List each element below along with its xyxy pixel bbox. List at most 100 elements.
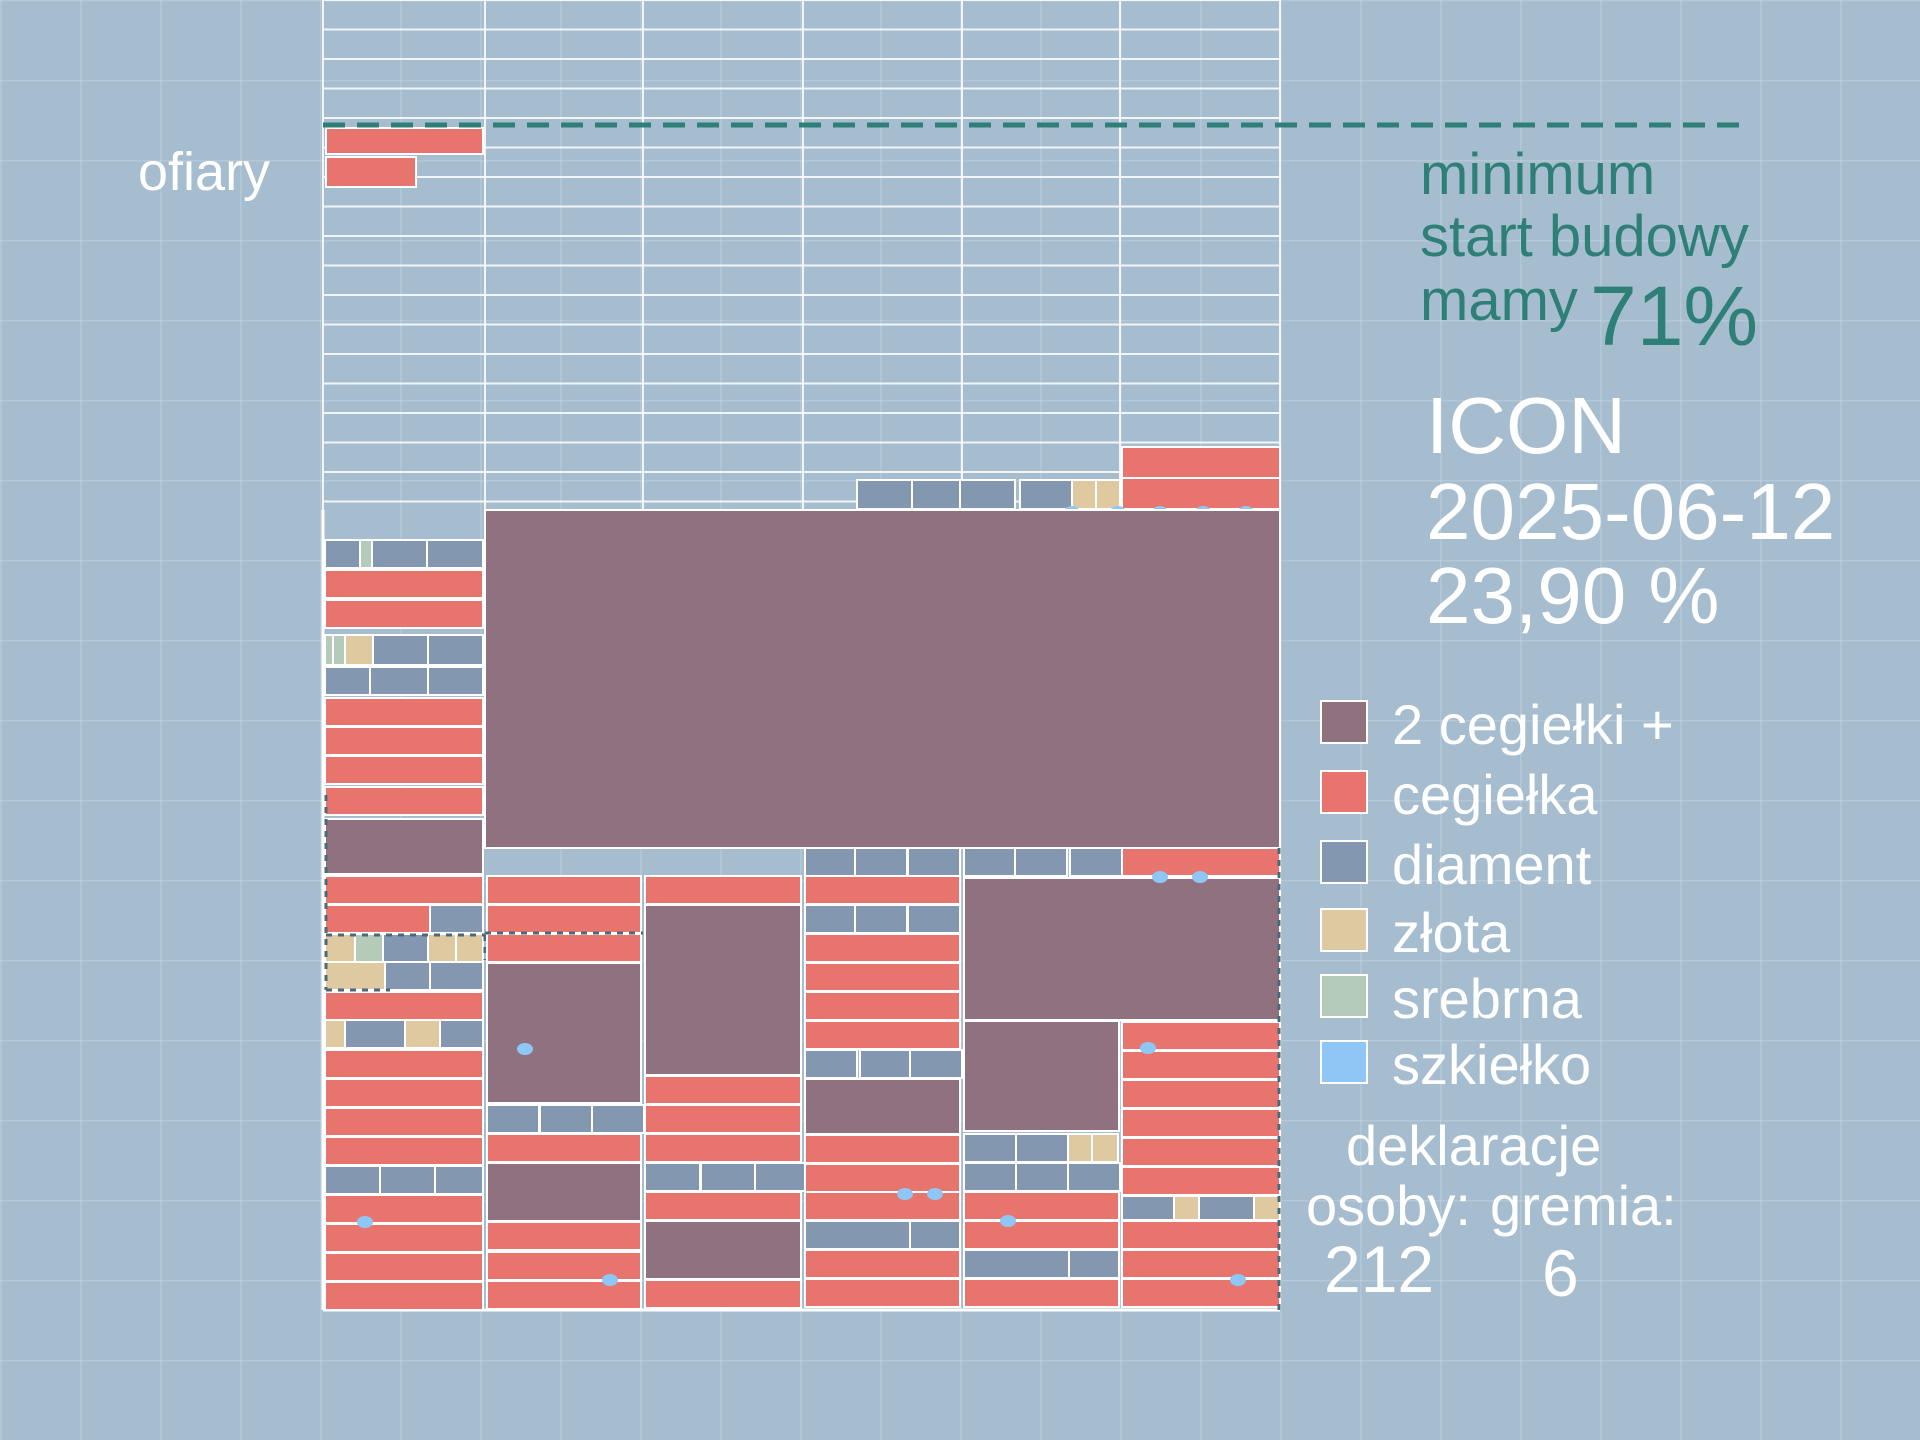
brick-gold xyxy=(344,634,374,666)
legend-item-szkielko: szkiełko xyxy=(1320,1033,1740,1100)
brick-plum xyxy=(324,818,484,875)
brick-gold xyxy=(324,1019,346,1049)
brick-blue xyxy=(959,479,1016,510)
legend-swatch xyxy=(1320,770,1368,814)
brick-blue xyxy=(1121,1195,1175,1221)
glass-marker xyxy=(602,1274,618,1286)
brick-red xyxy=(644,875,802,905)
brick-plum xyxy=(644,1220,802,1280)
brick-red xyxy=(644,1279,802,1309)
project-name: ICON xyxy=(1426,381,1626,470)
brick-red xyxy=(324,904,431,934)
brick-plum xyxy=(963,1020,1120,1132)
brick-silver xyxy=(332,634,346,666)
brick-blue xyxy=(372,634,429,666)
brick-blue xyxy=(907,904,961,934)
brick-blue xyxy=(754,1162,811,1192)
brick-blue xyxy=(344,1019,406,1049)
glass-marker xyxy=(517,1043,533,1055)
brick-gold xyxy=(1253,1195,1281,1221)
brick-gold xyxy=(1095,479,1121,510)
brick-red xyxy=(324,1194,484,1224)
brick-red xyxy=(644,1133,802,1163)
groups-label: gremia: xyxy=(1490,1174,1677,1237)
brick-blue xyxy=(859,1049,913,1079)
brick-blue xyxy=(1019,479,1076,510)
brick-red xyxy=(804,1134,961,1164)
brick-blue xyxy=(854,904,908,934)
brick-gold xyxy=(455,933,484,963)
brick-blue xyxy=(1068,1249,1120,1279)
legend-swatch xyxy=(1320,974,1368,1018)
brick-red xyxy=(644,1191,802,1221)
brick-blue xyxy=(539,1104,593,1134)
legend-item-cegielka: cegiełka xyxy=(1320,763,1740,830)
brick-red xyxy=(1121,1278,1281,1308)
brick-blue xyxy=(324,666,371,696)
brick-blue xyxy=(804,847,858,877)
brick-gold xyxy=(324,933,356,963)
brick-red xyxy=(324,991,484,1021)
brick-blue xyxy=(324,539,361,569)
brick-blue xyxy=(963,1249,1070,1279)
brick-blue xyxy=(856,479,913,510)
brick-red xyxy=(325,156,417,188)
brick-red xyxy=(486,875,642,905)
start-budowy-label: start budowy xyxy=(1420,204,1749,269)
brick-blue xyxy=(426,539,484,569)
brick-red xyxy=(1121,1137,1281,1167)
brick-blue xyxy=(963,1162,1017,1192)
brick-blue xyxy=(854,847,908,877)
brick-red xyxy=(644,1104,802,1134)
legend-swatch xyxy=(1320,1040,1368,1084)
declarations-title: deklaracje xyxy=(1346,1114,1602,1177)
brick-gold xyxy=(1071,479,1097,510)
brick-blue xyxy=(1067,1162,1121,1192)
brick-blue xyxy=(804,1220,911,1250)
brick-red xyxy=(804,1020,961,1050)
progress-percent: 23,90 % xyxy=(1426,551,1720,640)
legend-label: cegiełka xyxy=(1392,763,1598,826)
brick-gold xyxy=(1091,1133,1119,1163)
glass-marker xyxy=(1152,871,1168,883)
brick-silver xyxy=(354,933,384,963)
persons-label: osoby: xyxy=(1306,1174,1471,1237)
brick-blue xyxy=(591,1104,645,1134)
mamy-label: mamy xyxy=(1420,268,1578,333)
brick-red xyxy=(324,1107,484,1137)
legend-item-srebrna: srebrna xyxy=(1320,967,1740,1034)
brick-blue xyxy=(434,1165,484,1195)
brick-blue xyxy=(379,1165,436,1195)
brick-red xyxy=(1121,1108,1281,1138)
glass-marker xyxy=(897,1188,913,1200)
legend-swatch xyxy=(1320,840,1368,884)
brick-red xyxy=(324,726,484,756)
minimum-label: minimum xyxy=(1420,142,1656,207)
glass-marker xyxy=(1140,1042,1156,1054)
brick-red xyxy=(1121,1220,1281,1250)
brick-gold xyxy=(1173,1195,1200,1221)
brick-red xyxy=(963,1220,1120,1250)
legend-item-diament: diament xyxy=(1320,833,1740,900)
brick-red xyxy=(963,1278,1120,1308)
brick-red xyxy=(324,786,484,816)
brick-blue xyxy=(1069,847,1123,877)
brick-gold xyxy=(404,1019,441,1049)
brick-red xyxy=(324,697,484,727)
brick-blue xyxy=(427,634,484,666)
glass-marker xyxy=(1000,1215,1016,1227)
brick-blue xyxy=(486,1104,540,1134)
brick-red xyxy=(804,875,961,905)
legend-label: srebrna xyxy=(1392,967,1582,1030)
brick-red xyxy=(324,1078,484,1108)
brick-blue xyxy=(911,479,968,510)
brick-blue xyxy=(909,1220,961,1250)
brick-red xyxy=(1121,1079,1281,1109)
brick-red xyxy=(963,1191,1120,1221)
brick-red xyxy=(486,1280,642,1310)
brick-blue xyxy=(382,933,429,963)
brick-blue xyxy=(427,666,484,696)
brick-gold xyxy=(324,961,386,991)
brick-red xyxy=(324,1136,484,1166)
